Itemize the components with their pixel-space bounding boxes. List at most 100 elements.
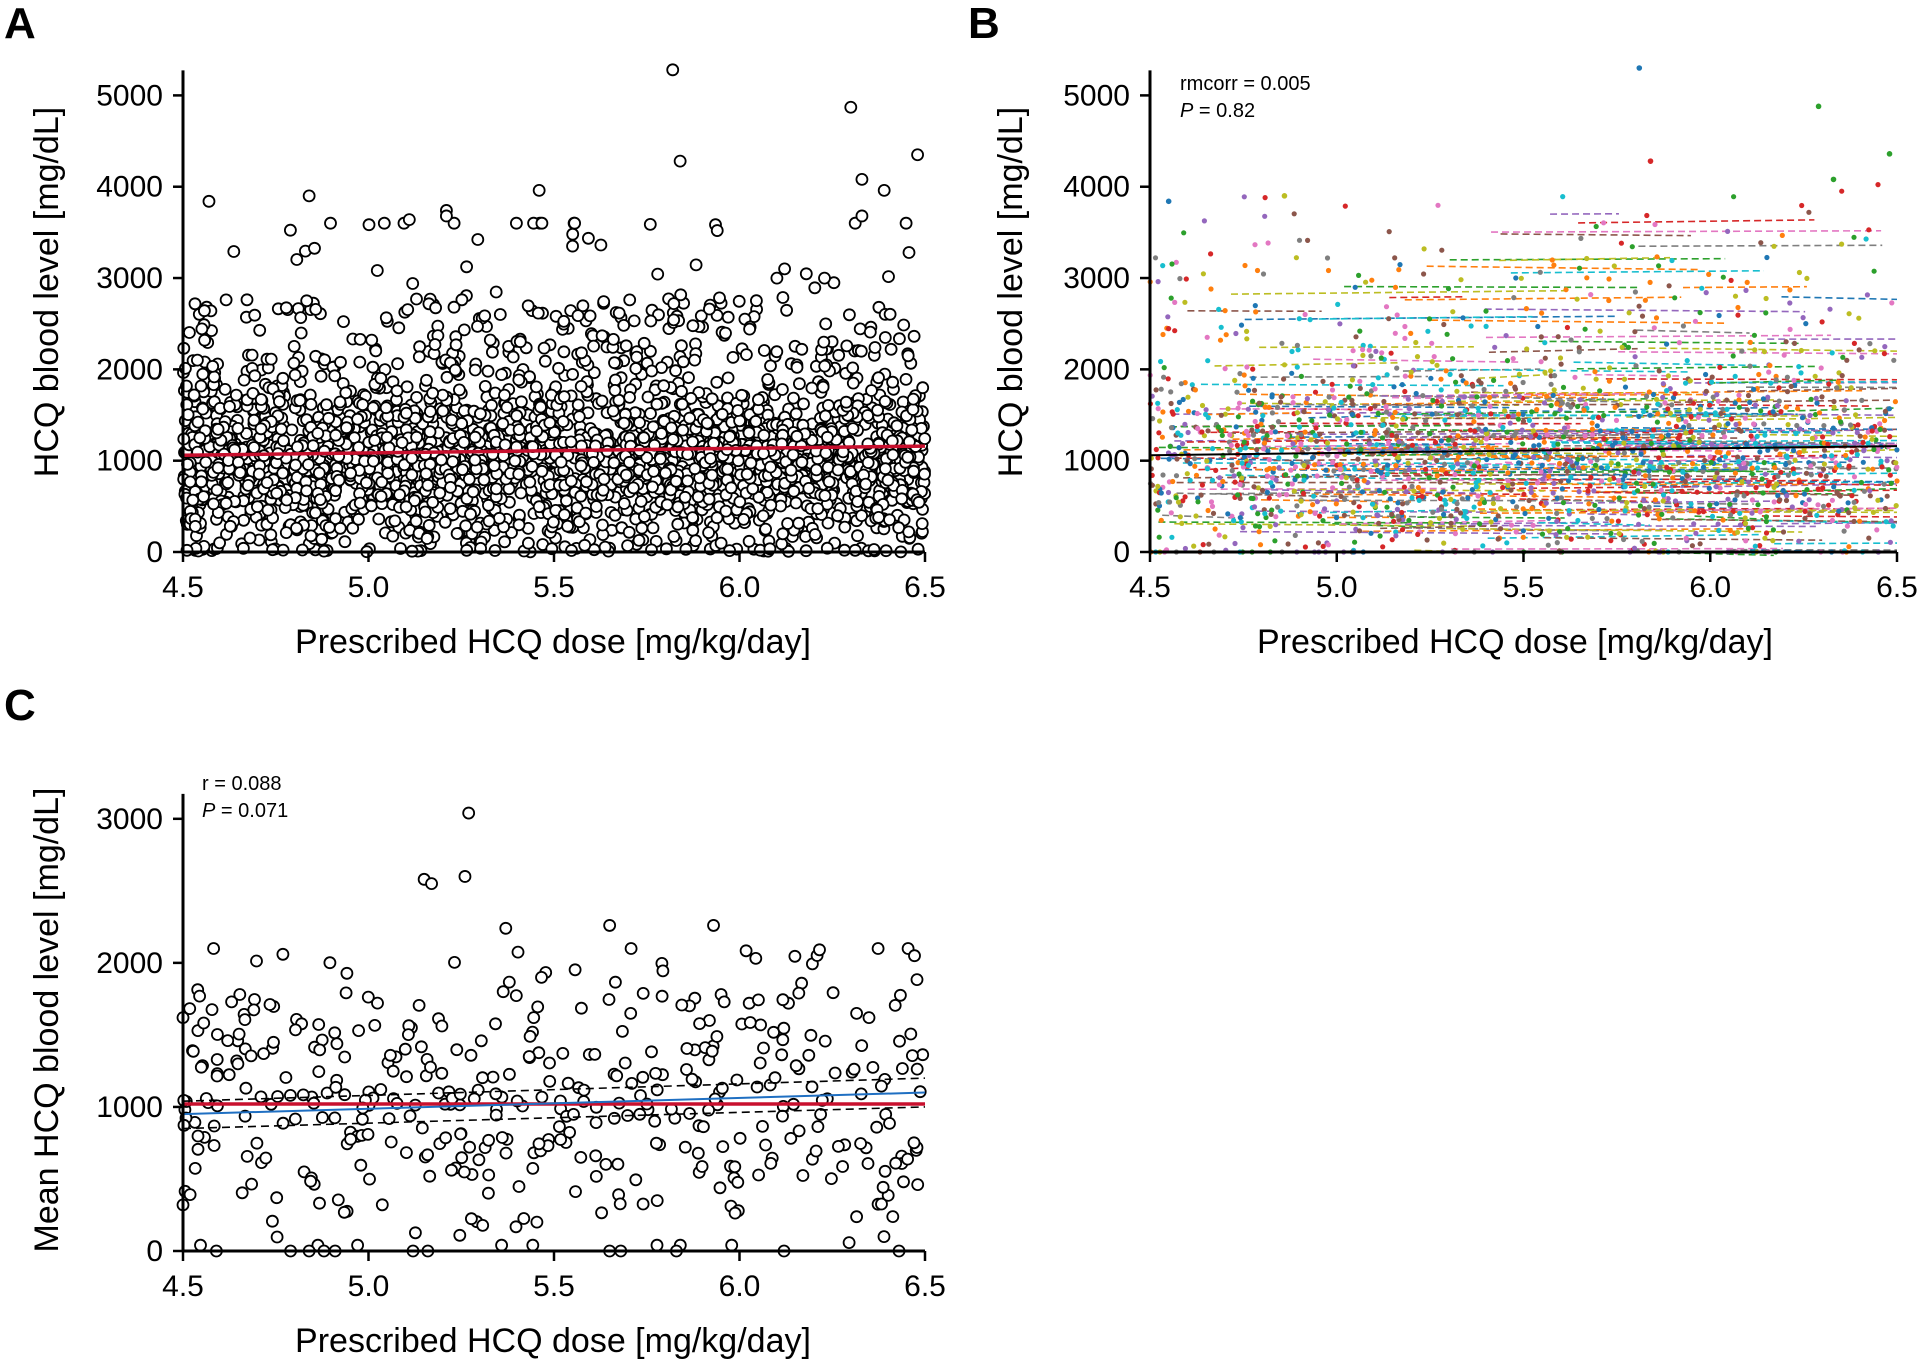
panel-b-point — [1854, 452, 1860, 458]
panel-a-point — [276, 371, 290, 385]
panel-c-point — [315, 1111, 329, 1124]
panel-b-point — [1776, 385, 1782, 391]
panel-a-point — [846, 361, 860, 375]
panel-a-point — [776, 527, 790, 541]
panel-b-point — [1376, 520, 1382, 527]
panel-b-point — [1771, 499, 1777, 505]
panel-b-point — [1165, 314, 1171, 320]
panel-b-point — [1802, 508, 1808, 514]
panel-a-point — [686, 435, 699, 449]
panel-a-point — [802, 481, 816, 495]
panel-b-y-tick-label: 2000 — [1063, 353, 1130, 386]
panel-b-point — [1392, 330, 1398, 336]
panel-b-point — [1542, 355, 1548, 361]
panel-b-point — [1473, 484, 1479, 490]
panel-b-point — [1330, 485, 1336, 491]
panel-b-point — [1622, 508, 1628, 514]
panel-b-point — [1310, 502, 1316, 508]
panel-b-point — [1273, 522, 1279, 528]
panel-a-y-axis-label: HCQ blood level [mg/dL] — [28, 107, 66, 477]
panel-b-point — [1568, 404, 1574, 410]
panel-b-point — [1298, 441, 1304, 447]
panel-b-point — [1379, 435, 1386, 441]
panel-b-point — [1326, 394, 1332, 400]
panel-c-point — [886, 1210, 900, 1223]
panel-a-point — [557, 345, 571, 359]
panel-b-point — [1589, 432, 1596, 438]
panel-b-point — [1302, 311, 1308, 318]
panel-a-point — [817, 335, 831, 349]
panel-b-point — [1402, 373, 1408, 379]
panel-b-point — [1167, 499, 1173, 505]
panel-a-point — [254, 393, 268, 406]
panel-b-point — [1548, 368, 1554, 374]
panel-b-point — [1584, 275, 1590, 281]
panel-b-point — [1350, 348, 1356, 354]
panel-b-point — [1182, 299, 1188, 305]
panel-b-point — [1772, 465, 1778, 471]
panel-b-point — [1315, 540, 1321, 546]
panel-a-point — [617, 416, 631, 430]
panel-a-point — [646, 480, 659, 494]
panel-a-point — [351, 412, 365, 426]
panel-b-point — [1839, 241, 1845, 247]
panel-b-point — [1471, 419, 1477, 425]
panel-a-point — [386, 529, 400, 543]
panel-b-point — [1399, 382, 1405, 388]
panel-b-point — [1352, 284, 1358, 290]
panel-a-point — [498, 535, 512, 549]
panel-a-point — [304, 529, 318, 543]
panel-a-point — [918, 432, 932, 446]
panel-b-outlier-point — [1165, 198, 1172, 205]
panel-b-point — [1614, 427, 1620, 433]
panel-b-point — [1755, 502, 1761, 508]
panel-b-point — [1511, 432, 1517, 438]
panel-b-point — [1589, 426, 1595, 432]
panel-b-point — [1641, 443, 1647, 449]
panel-b-point — [1636, 470, 1642, 476]
panel-a-outlier-point — [855, 209, 869, 223]
panel-b-point — [1827, 306, 1833, 312]
panel-b-point — [1703, 290, 1709, 296]
panel-b-point — [1592, 502, 1598, 508]
panel-b-point — [1846, 544, 1852, 550]
panel-a-point — [713, 291, 726, 305]
panel-b-point — [1255, 511, 1261, 517]
panel-a-point — [574, 379, 588, 393]
panel-b-point — [1156, 430, 1162, 436]
panel-b-point — [1399, 527, 1406, 533]
panel-b-point — [1568, 474, 1574, 480]
panel-a-point — [498, 388, 511, 402]
panel-b-point — [1722, 463, 1728, 469]
panel-a-point — [821, 516, 835, 530]
panel-b-point — [1784, 453, 1790, 459]
panel-b-point — [1653, 315, 1660, 321]
panel-b-point — [1544, 432, 1550, 438]
panel-a-point — [456, 463, 469, 477]
panel-a-point — [576, 299, 590, 313]
panel-b-point — [1468, 323, 1474, 329]
panel-b-point — [1724, 397, 1730, 403]
panel-b-point — [1817, 472, 1824, 478]
panel-a-point — [340, 421, 353, 435]
panel-b-point — [1589, 420, 1595, 426]
panel-b-point — [1865, 440, 1871, 446]
panel-b-point — [1526, 417, 1532, 423]
panel-b-point — [1656, 455, 1662, 461]
panel-a-point — [285, 423, 299, 437]
panel-a-point — [436, 388, 450, 402]
panel-b-point — [1313, 425, 1319, 431]
panel-b-point — [1660, 381, 1666, 387]
panel-b-point — [1402, 388, 1408, 395]
panel-b-point — [1181, 230, 1187, 236]
panel-b-point — [1691, 521, 1697, 527]
panel-b-point — [1565, 456, 1571, 462]
panel-a-point — [893, 332, 906, 346]
panel-a-point — [379, 311, 393, 325]
panel-b-point — [1635, 433, 1641, 439]
panel-b-point — [1438, 376, 1444, 382]
panel-b-point — [1785, 472, 1791, 478]
panel-b-point — [1787, 287, 1793, 293]
panel-b-point — [1245, 462, 1251, 468]
panel-b-point — [1302, 429, 1308, 435]
